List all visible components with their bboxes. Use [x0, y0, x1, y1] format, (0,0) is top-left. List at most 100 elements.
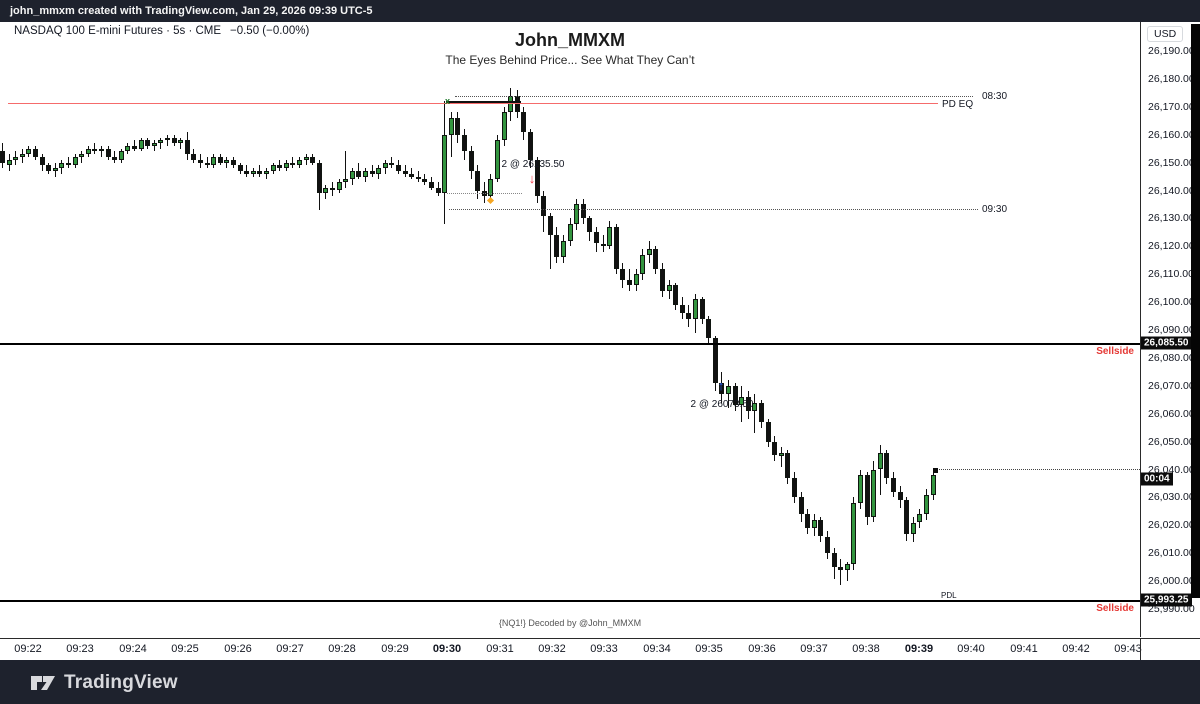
candle-body	[587, 218, 593, 233]
candle-body	[818, 519, 824, 537]
time-axis-label: 09:43	[1114, 643, 1142, 655]
candle-body	[138, 140, 144, 149]
price-badge: 00:04	[1141, 472, 1173, 486]
time-axis-label: 09:30	[432, 643, 462, 655]
candle-body	[362, 171, 368, 177]
candle-body	[356, 171, 362, 177]
candle-body	[765, 422, 771, 442]
candle-body	[343, 179, 349, 183]
candle-wick	[404, 165, 406, 177]
candle-body	[230, 159, 236, 166]
entry-x-icon: x	[445, 95, 451, 106]
candle-body	[329, 187, 335, 191]
candle-wick	[411, 168, 413, 180]
candle-body	[831, 553, 837, 568]
chart-footnote: {NQ1!} Decoded by @John_MMXM	[498, 618, 642, 628]
symbol-info[interactable]: NASDAQ 100 E-mini Futures · 5s · CME −0.…	[14, 25, 309, 37]
candle-body	[290, 162, 296, 166]
candle-body	[26, 148, 32, 155]
current-price-line	[935, 468, 1140, 470]
candle-body	[250, 171, 256, 174]
symbol-info-text: NASDAQ 100 E-mini Futures · 5s · CME −0.…	[14, 25, 310, 37]
candle-body	[468, 151, 474, 171]
candle-body	[904, 500, 910, 534]
candle-wick	[780, 447, 782, 467]
candle-body	[626, 279, 632, 286]
candle-body	[547, 215, 553, 236]
candle-body	[336, 182, 342, 191]
candle-body	[32, 148, 38, 158]
price-axis[interactable]: USD 26,190.00 26,180.00 26,170.00 26,160.00…	[1140, 22, 1195, 637]
price-axis-label: 26,190.00	[1148, 45, 1195, 57]
price-axis-label: 26,090.00	[1148, 324, 1195, 336]
candle-body	[283, 162, 289, 169]
time-axis[interactable]: 09:22 09:23 09:24 09:25 09:26 09:27 09:28 09:29…	[0, 638, 1200, 661]
candle-body	[296, 159, 302, 166]
candle-body	[613, 226, 619, 269]
price-axis-label: 26,150.00	[1148, 156, 1195, 169]
candle-body	[125, 145, 131, 152]
candle-body	[428, 182, 434, 188]
price-axis-label: 26,160.00	[1148, 128, 1195, 141]
level-label-pdeq: PD EQ	[942, 99, 974, 111]
candle-body	[791, 477, 797, 498]
candle-body	[811, 519, 817, 529]
candle-body	[838, 567, 844, 570]
candle-body	[277, 165, 283, 169]
candle-body	[263, 171, 269, 174]
time-axis-label: 09:42	[1062, 643, 1090, 655]
candle-body	[772, 441, 778, 456]
candle-wick	[180, 137, 182, 149]
candle-wick	[371, 165, 373, 177]
candle-body	[541, 196, 547, 216]
price-axis-label: 26,050.00	[1148, 435, 1195, 448]
candle-body	[224, 159, 230, 163]
time-axis-label: 09:37	[800, 643, 828, 655]
candle-body	[488, 179, 494, 196]
price-axis-label: 26,000.00	[1148, 575, 1195, 588]
candle-body	[574, 204, 580, 224]
candle-body	[402, 171, 408, 174]
price-axis-label: 26,130.00	[1148, 212, 1195, 225]
time-axis-label: 09:25	[171, 643, 199, 655]
price-axis-label: 26,140.00	[1148, 184, 1195, 197]
time-axis-label: 09:38	[852, 643, 880, 655]
candle-wick	[450, 112, 452, 157]
candle-body	[910, 522, 916, 534]
candle-body	[382, 162, 388, 169]
candle-body	[158, 140, 164, 144]
time-axis-label: 09:22	[14, 643, 42, 655]
candle-body	[719, 383, 725, 395]
candle-body	[442, 134, 448, 194]
time-axis-label: 09:41	[1010, 643, 1038, 655]
candle-wick	[153, 140, 155, 152]
tradingview-logo[interactable]: TradingView	[30, 671, 178, 695]
chart-pane[interactable]: 08:30 PD EQ 09:30 Sellside PDL Sellside 2 @ 26…	[0, 22, 1140, 637]
candle-body	[679, 304, 685, 314]
price-axis-label: 26,060.00	[1148, 407, 1195, 420]
candle-body	[389, 162, 395, 166]
candle-body	[178, 140, 184, 144]
candle-body	[758, 402, 764, 422]
candle-body	[884, 452, 890, 478]
time-axis-label: 09:40	[957, 643, 985, 655]
candle-body	[600, 243, 606, 247]
money-marker	[486, 196, 495, 204]
candle-body	[13, 157, 19, 160]
tradingview-logo-text: TradingView	[64, 672, 178, 693]
candle-body	[686, 313, 692, 319]
candle-body	[395, 165, 401, 171]
candle-body	[527, 131, 533, 160]
candle-body	[376, 168, 382, 174]
currency-label: USD	[1147, 26, 1184, 42]
candle-body	[409, 173, 415, 177]
level-line-pdeq	[8, 103, 938, 105]
time-axis-label: 09:29	[381, 643, 409, 655]
candle-body	[85, 148, 91, 155]
candle-wick	[879, 445, 881, 495]
footer-bar: TradingView	[0, 660, 1200, 704]
candle-wick	[246, 165, 248, 177]
price-axis-label: 26,170.00	[1148, 100, 1195, 113]
candle-body	[560, 240, 566, 258]
